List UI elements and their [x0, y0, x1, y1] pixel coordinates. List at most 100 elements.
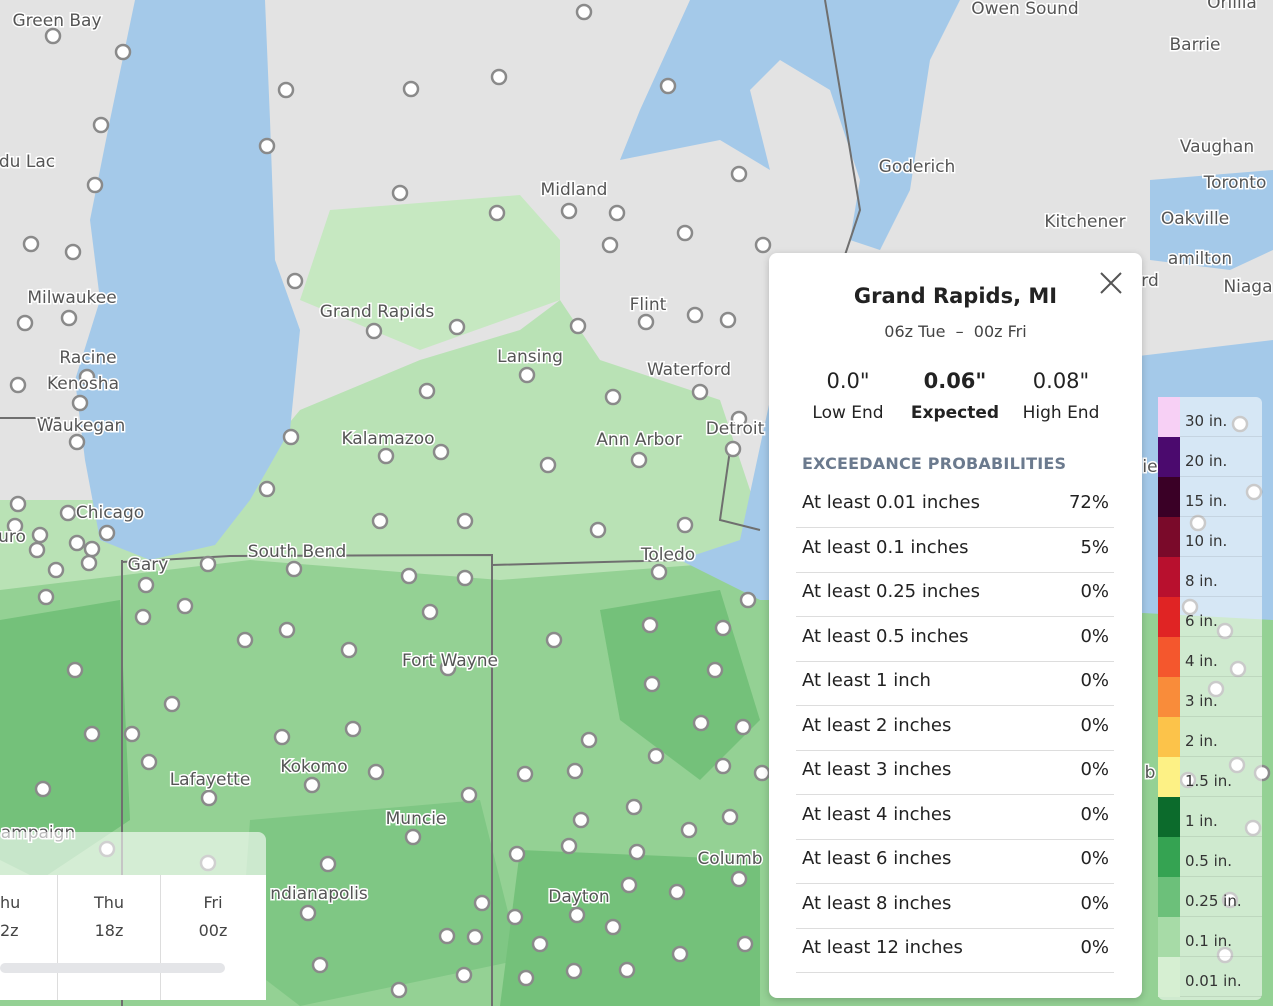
station: [676, 516, 694, 534]
period: 06z Tue – 00z Fri: [884, 322, 1027, 341]
lake: [75, 0, 300, 560]
legend-swatch: [1158, 957, 1180, 997]
station: [64, 243, 82, 261]
station: [721, 808, 739, 826]
station: [719, 311, 737, 329]
station: [601, 236, 619, 254]
station: [714, 619, 732, 637]
row-label: At least 12 inches: [802, 937, 963, 958]
row-divider: [796, 616, 1114, 617]
legend-label: 6 in.: [1185, 612, 1218, 630]
city-label: Lansing: [497, 347, 563, 367]
row-divider: [796, 794, 1114, 795]
legend-swatch: [1158, 877, 1180, 917]
station: [560, 202, 578, 220]
station: [438, 927, 456, 945]
station: [68, 534, 86, 552]
station: [516, 765, 534, 783]
row-label: At least 3 inches: [802, 759, 952, 780]
location-popup: Grand Rapids, MI 06z Tue – 00z Fri EXCEE…: [769, 253, 1142, 998]
row-divider: [796, 972, 1114, 973]
station: [66, 661, 84, 679]
station: [545, 631, 563, 649]
legend-divider: [1180, 556, 1262, 557]
precip-area: [600, 590, 760, 780]
station: [402, 80, 420, 98]
station: [566, 762, 584, 780]
station: [236, 631, 254, 649]
legend-divider: [1180, 956, 1262, 957]
slider[interactable]: [0, 963, 225, 973]
station: [589, 521, 607, 539]
legend-label: 0.5 in.: [1185, 852, 1233, 870]
station: [671, 945, 689, 963]
station: [641, 616, 659, 634]
station: [163, 695, 181, 713]
station: [176, 597, 194, 615]
precip-area: [240, 800, 520, 1006]
row-value: 0%: [1080, 937, 1109, 958]
station: [47, 561, 65, 579]
station: [371, 512, 389, 530]
station: [625, 798, 643, 816]
row-label: At least 0.5 inches: [802, 625, 969, 647]
row-divider: [796, 527, 1114, 528]
city-label: Dayton: [548, 887, 609, 907]
city-label: ndianapolis: [270, 884, 368, 904]
station: [365, 322, 383, 340]
legend-divider: [1180, 836, 1262, 837]
station: [518, 366, 536, 384]
row-value: 0%: [1080, 848, 1109, 869]
legend-swatch: [1158, 397, 1180, 437]
row-label: At least 0.25 inches: [802, 581, 981, 602]
close-button[interactable]: [1099, 271, 1123, 295]
legend-label: 3 in.: [1185, 692, 1218, 710]
row-label: At least 6 inches: [802, 848, 952, 869]
city-labels: Green Bay Owen Sound Orillia Barrie du Lac Va…: [0, 0, 1273, 909]
summary-label: High End: [1022, 403, 1100, 423]
station: [460, 786, 478, 804]
border: [0, 0, 862, 1006]
station: [466, 928, 484, 946]
station: [340, 641, 358, 659]
city-label: Muncie: [386, 809, 447, 829]
station: [114, 43, 132, 61]
divider: [160, 875, 161, 1000]
legend-divider: [1180, 996, 1262, 997]
station: [575, 3, 593, 21]
station: [303, 776, 321, 794]
summary-value: 0.06": [923, 369, 987, 393]
station: [418, 382, 436, 400]
station: [531, 935, 549, 953]
legend-label: 30 in.: [1185, 412, 1228, 430]
legend-swatch: [1158, 917, 1180, 957]
time-day: Thu: [93, 893, 125, 912]
station: [630, 451, 648, 469]
station: [686, 306, 704, 324]
station: [37, 588, 55, 606]
city-label: Gary: [128, 555, 169, 575]
station: [724, 440, 742, 458]
station: [730, 410, 748, 428]
station: [78, 368, 96, 386]
station: [730, 165, 748, 183]
legend-label: 1 in.: [1185, 812, 1218, 830]
station: [86, 176, 104, 194]
station: [390, 981, 408, 999]
station: [753, 764, 771, 782]
station: [22, 235, 40, 253]
station: [643, 675, 661, 693]
station: [367, 763, 385, 781]
row-divider: [796, 660, 1114, 662]
city-label: Oakville: [1161, 209, 1229, 229]
legend-swatch: [1158, 717, 1180, 757]
city-label: Lafayette: [170, 770, 251, 790]
station: [650, 563, 668, 581]
city-label: Racine: [59, 348, 116, 368]
station: [456, 512, 474, 530]
station: [273, 728, 291, 746]
station: [60, 309, 78, 327]
row-value: 0%: [1080, 670, 1109, 691]
city-label: Goderich: [879, 157, 956, 177]
